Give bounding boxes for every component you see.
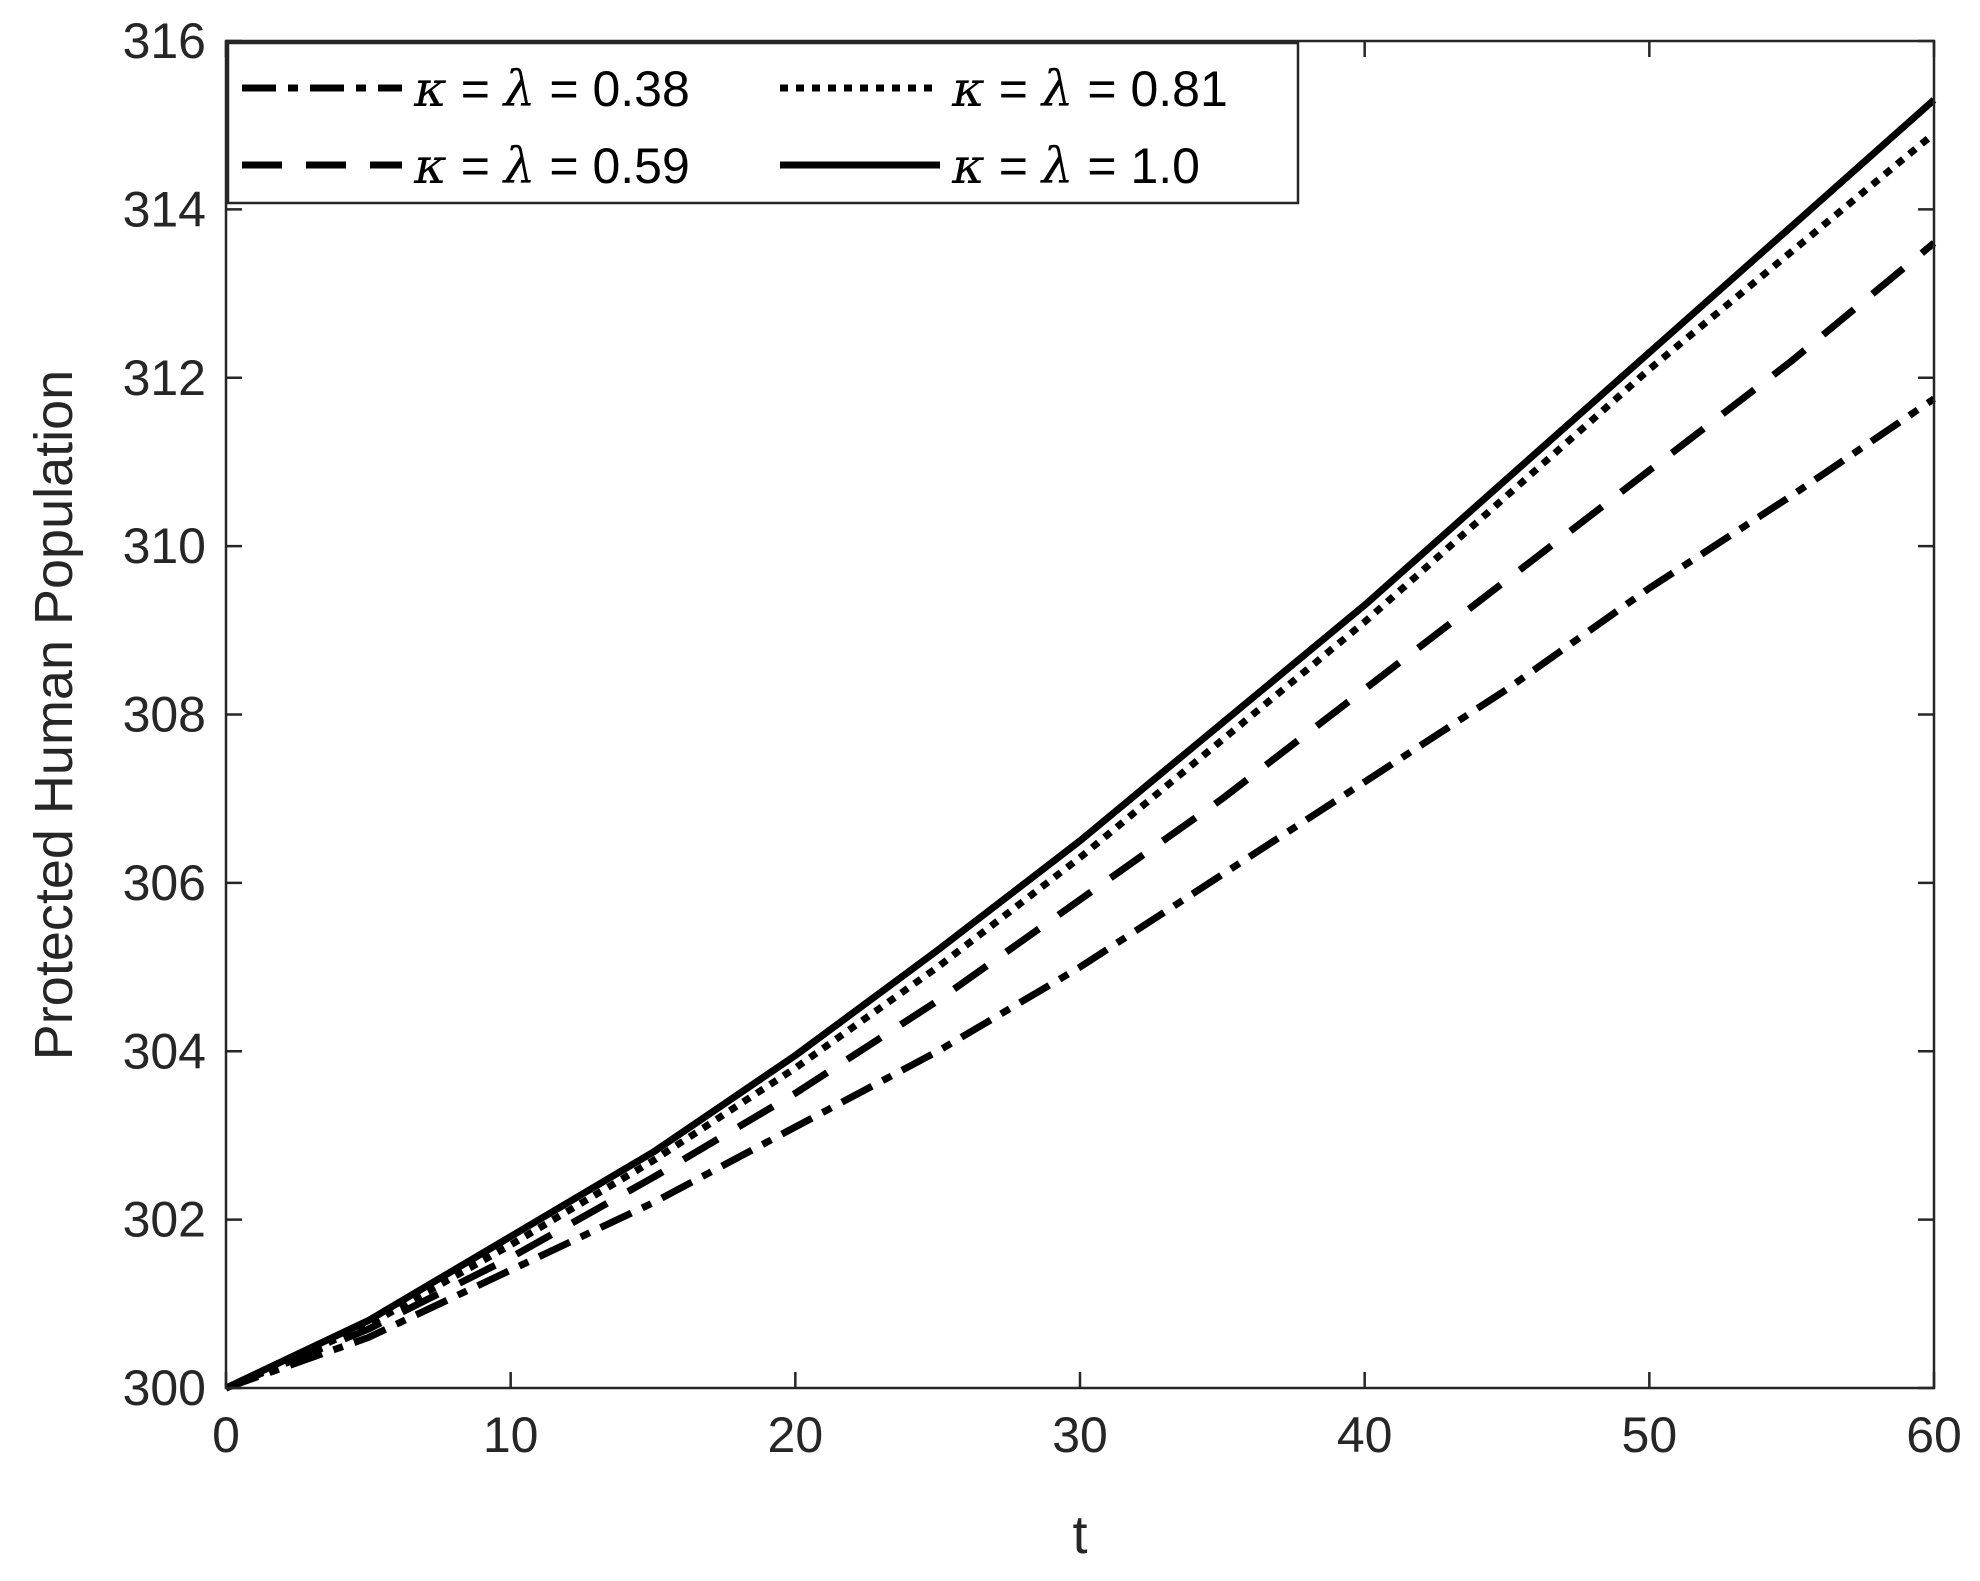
legend-label-0: κ = λ = 0.38 <box>413 60 690 118</box>
y-tick-label: 306 <box>123 855 206 911</box>
y-tick-label: 308 <box>123 687 206 743</box>
x-tick-label: 10 <box>483 1407 539 1463</box>
x-tick-label: 30 <box>1052 1407 1108 1463</box>
series-line-2 <box>224 130 1937 1392</box>
ticks-layer: 0 10 20 30 40 50 60 300 302 304 306 308 310 312 314 316 <box>123 13 1962 1463</box>
series-line-0 <box>224 395 1936 1392</box>
legend-label-3: κ = λ = 1.0 <box>951 137 1200 195</box>
y-tick-label: 314 <box>123 181 206 237</box>
legend: κ = λ = 0.38 κ = λ = 0.59 κ = λ = 0.81 κ = … <box>226 41 1300 205</box>
x-tick-label: 50 <box>1622 1407 1678 1463</box>
legend-label-2: κ = λ = 0.81 <box>951 60 1228 118</box>
x-tick-label: 0 <box>212 1407 240 1463</box>
legend-label-1: κ = λ = 0.59 <box>413 137 690 195</box>
series-line-1 <box>224 240 1937 1392</box>
y-tick-label: 310 <box>123 518 206 574</box>
y-tick-label: 312 <box>123 350 206 406</box>
y-tick-label: 300 <box>123 1360 206 1416</box>
series-line-3 <box>224 97 1937 1392</box>
y-tick-label: 304 <box>123 1023 206 1079</box>
x-tick-label: 60 <box>1906 1407 1962 1463</box>
y-tick-label: 316 <box>123 13 206 69</box>
x-tick-label: 40 <box>1337 1407 1393 1463</box>
x-axis-title: t <box>1072 1505 1087 1565</box>
series-layer <box>224 97 1937 1392</box>
y-tick-label: 302 <box>123 1192 206 1248</box>
legend-box <box>226 41 1300 205</box>
x-tick-label: 20 <box>768 1407 824 1463</box>
y-axis-title: Protected Human Population <box>24 370 84 1060</box>
